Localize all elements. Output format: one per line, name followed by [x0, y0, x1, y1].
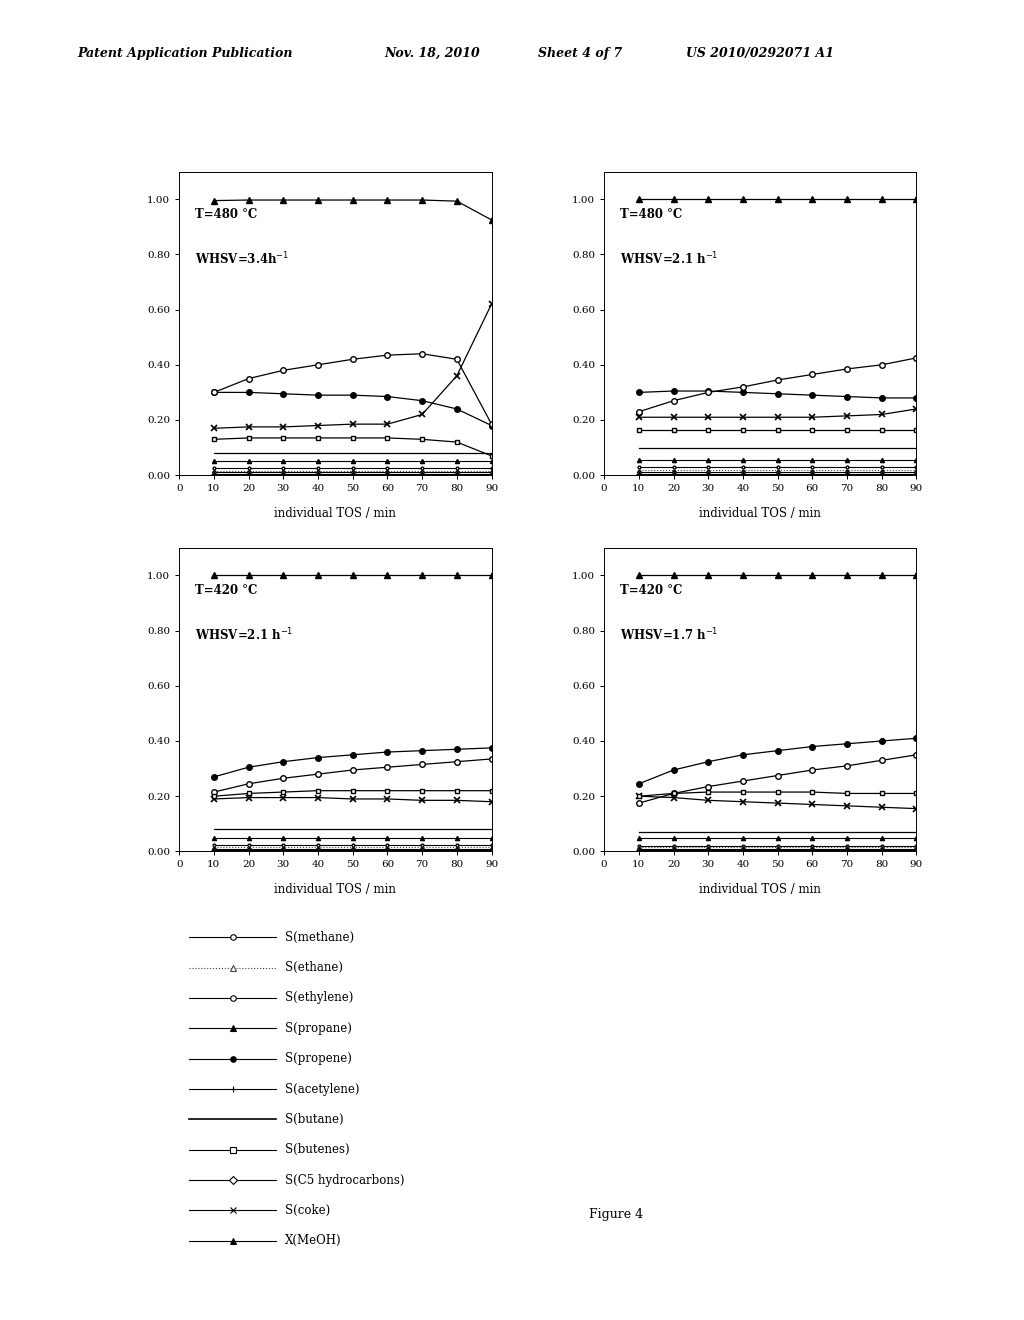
Text: T=480 °C: T=480 °C [195, 209, 257, 220]
Text: Figure 4: Figure 4 [589, 1208, 643, 1221]
Text: X(MeOH): X(MeOH) [285, 1234, 341, 1247]
Text: Patent Application Publication: Patent Application Publication [77, 46, 292, 59]
Text: S(propane): S(propane) [285, 1022, 351, 1035]
Text: S(C5 hydrocarbons): S(C5 hydrocarbons) [285, 1173, 404, 1187]
Text: Sheet 4 of 7: Sheet 4 of 7 [538, 46, 622, 59]
Text: S(propene): S(propene) [285, 1052, 351, 1065]
Text: WHSV=1.7 h$^{-1}$: WHSV=1.7 h$^{-1}$ [620, 627, 718, 643]
X-axis label: individual TOS / min: individual TOS / min [274, 883, 396, 896]
Text: S(ethylene): S(ethylene) [285, 991, 353, 1005]
Text: T=480 °C: T=480 °C [620, 209, 682, 220]
Text: S(butenes): S(butenes) [285, 1143, 349, 1156]
Text: S(ethane): S(ethane) [285, 961, 343, 974]
X-axis label: individual TOS / min: individual TOS / min [699, 507, 821, 520]
Text: WHSV=2.1 h$^{-1}$: WHSV=2.1 h$^{-1}$ [620, 251, 718, 267]
Text: Nov. 18, 2010: Nov. 18, 2010 [384, 46, 480, 59]
Text: T=420 °C: T=420 °C [195, 585, 257, 597]
Text: S(butane): S(butane) [285, 1113, 343, 1126]
Text: S(coke): S(coke) [285, 1204, 330, 1217]
X-axis label: individual TOS / min: individual TOS / min [274, 507, 396, 520]
X-axis label: individual TOS / min: individual TOS / min [699, 883, 821, 896]
Text: WHSV=3.4h$^{-1}$: WHSV=3.4h$^{-1}$ [195, 251, 289, 267]
Text: T=420 °C: T=420 °C [620, 585, 682, 597]
Text: WHSV=2.1 h$^{-1}$: WHSV=2.1 h$^{-1}$ [195, 627, 293, 643]
Text: US 2010/0292071 A1: US 2010/0292071 A1 [686, 46, 835, 59]
Text: S(methane): S(methane) [285, 931, 354, 944]
Text: S(acetylene): S(acetylene) [285, 1082, 359, 1096]
